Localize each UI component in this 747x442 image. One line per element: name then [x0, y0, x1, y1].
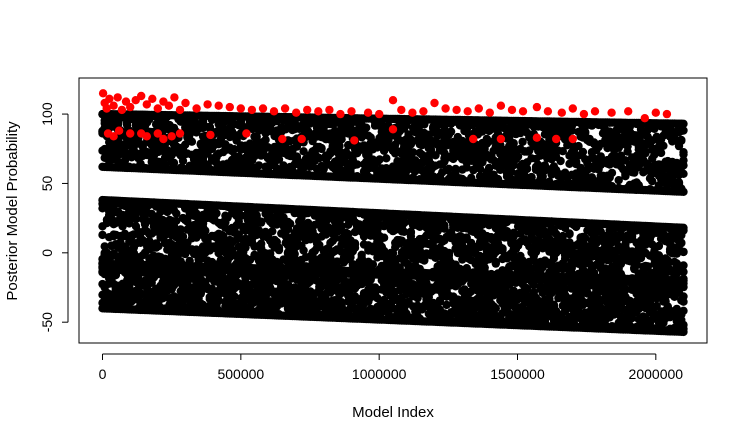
black-point-band-0-1641 — [556, 156, 565, 166]
black-point-band-0-2084 — [679, 126, 688, 135]
black-point-band-0-1850 — [614, 176, 623, 185]
black-point-band-0-853 — [335, 141, 344, 150]
black-point-band-0-1700 — [572, 157, 581, 167]
black-point-band-0-912 — [353, 160, 362, 169]
black-point-band-0-1251 — [446, 127, 456, 136]
black-point-band-1-2641 — [252, 211, 261, 220]
black-point-band-0-787 — [317, 143, 326, 153]
black-point-band-0-93 — [122, 118, 132, 127]
black-point-band-1-2354 — [172, 209, 181, 218]
black-point-band-0-1953 — [643, 125, 652, 135]
black-point-band-0-861 — [337, 135, 346, 144]
black-point-band-0-2082 — [679, 150, 688, 159]
black-point-band-1-3057 — [368, 260, 378, 269]
black-point-band-0-1475 — [509, 143, 518, 152]
black-point-band-0-2003 — [656, 148, 666, 158]
black-point-band-0-2011 — [659, 141, 668, 150]
black-point-band-0-1724 — [578, 147, 588, 157]
black-point-band-1-2699 — [268, 227, 277, 236]
black-point-band-0-2086 — [679, 119, 688, 128]
black-point-band-1-2325 — [163, 207, 172, 217]
black-point-band-1-2579 — [234, 230, 243, 239]
black-point-band-1-2459 — [201, 226, 210, 235]
black-point-band-0-945 — [362, 123, 371, 132]
black-point-band-1-2378 — [178, 232, 188, 241]
black-point-band-0-1244 — [444, 164, 454, 173]
black-point-band-0-995 — [375, 155, 384, 164]
black-point-band-1-2212 — [131, 214, 141, 224]
black-point-band-1-2165 — [118, 222, 127, 231]
black-point-band-1-3761 — [565, 230, 574, 239]
black-point-band-0-1109 — [406, 135, 416, 144]
black-point-band-0-1356 — [475, 164, 485, 173]
black-point-band-0-1877 — [621, 172, 630, 181]
black-point-band-0-1683 — [567, 126, 576, 135]
black-point-band-0-258 — [169, 158, 179, 167]
black-point-band-1-2100 — [100, 242, 109, 251]
black-point-band-1-3316 — [440, 221, 449, 230]
black-point-band-0-1524 — [522, 164, 532, 174]
black-point-band-0-1489 — [513, 152, 523, 161]
black-point-band-0-564 — [254, 161, 264, 170]
black-point-band-0-1969 — [648, 177, 657, 186]
black-point-band-0-633 — [274, 155, 284, 164]
black-point-band-0-2081 — [679, 169, 688, 178]
black-point-band-0-1946 — [641, 147, 650, 157]
black-point-band-1-4162 — [677, 238, 686, 248]
black-point-band-1-2780 — [290, 249, 299, 259]
black-point-band-1-2723 — [274, 245, 284, 255]
black-point-band-0-389 — [205, 122, 214, 132]
black-point-band-0-1116 — [408, 148, 418, 157]
black-point-band-0-1388 — [484, 164, 494, 173]
black-point-band-0-2075 — [677, 136, 686, 145]
black-point-band-0-292 — [178, 156, 188, 165]
black-point-band-0-1469 — [507, 167, 516, 176]
black-point-band-0-1384 — [484, 137, 494, 146]
black-point-band-0-884 — [344, 141, 353, 150]
black-point-band-0-1148 — [417, 158, 427, 167]
black-point-band-1-3523 — [498, 244, 507, 253]
black-point-band-0-1501 — [516, 128, 525, 138]
black-point-band-1-2997 — [350, 243, 360, 252]
black-point-band-0-723 — [299, 147, 308, 156]
black-point-band-1-4172 — [679, 267, 688, 276]
black-point-band-0-1733 — [581, 127, 590, 137]
black-point-band-0-1019 — [382, 154, 391, 163]
black-point-band-0-1268 — [451, 165, 460, 175]
black-point-band-0-1651 — [558, 147, 567, 156]
black-point-band-0-324 — [187, 137, 197, 146]
black-point-band-1-2090 — [98, 230, 107, 240]
black-point-band-0-1716 — [576, 163, 585, 173]
black-point-band-1-2658 — [257, 218, 266, 227]
black-point-band-1-3461 — [480, 263, 489, 272]
black-point-band-0-1706 — [574, 141, 583, 151]
black-point-band-0-1540 — [527, 172, 536, 182]
black-point-band-1-2235 — [138, 236, 147, 245]
black-point-band-1-2499 — [212, 209, 221, 218]
black-point-band-0-1053 — [391, 145, 400, 154]
black-point-band-1-4174 — [679, 223, 688, 232]
black-point-band-1-2372 — [176, 225, 185, 234]
black-point-band-1-3097 — [379, 233, 389, 242]
black-point-band-1-4173 — [679, 247, 688, 257]
black-point-band-0-2087 — [679, 187, 688, 196]
black-point-band-0-777 — [315, 153, 324, 163]
black-point-band-0-588 — [261, 135, 270, 145]
black-point-band-0-1980 — [650, 150, 659, 159]
black-point-band-1-2172 — [120, 231, 130, 241]
black-point-band-1-2509 — [214, 249, 223, 258]
black-point-band-0-2085 — [679, 156, 688, 165]
black-point-band-1-2589 — [236, 211, 246, 220]
points-layer — [98, 89, 688, 337]
black-point-band-0-1827 — [607, 168, 617, 178]
black-point-band-0-1504 — [518, 137, 527, 146]
black-point-band-0-472 — [230, 145, 239, 154]
black-point-band-0-1181 — [426, 145, 436, 154]
black-point-band-1-2293 — [154, 242, 163, 251]
black-point-band-1-2353 — [172, 216, 181, 225]
